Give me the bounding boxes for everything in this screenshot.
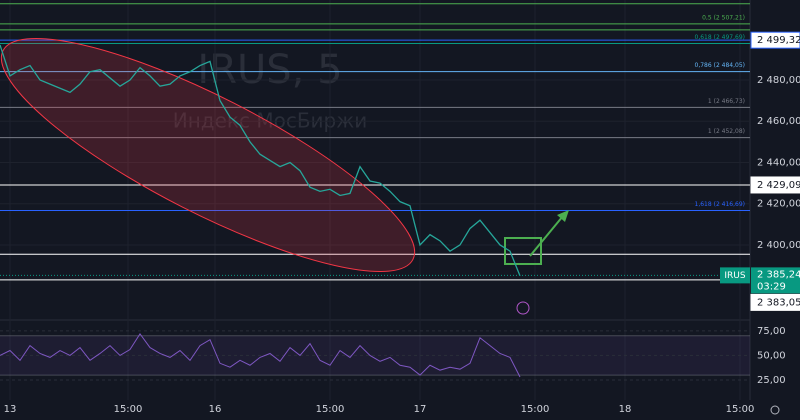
y-tick-label: 2 460,00 (757, 116, 800, 127)
box-drawing (504, 237, 542, 265)
price-line-series (0, 44, 521, 277)
fib-label: 1 (2 452,08) (708, 128, 745, 135)
price-tag-label: 2 383,05 (757, 297, 800, 308)
event-icon (516, 301, 530, 315)
x-tick-label: 15:00 (114, 404, 143, 415)
symbol-tag (720, 267, 750, 284)
x-tick-label: 13 (4, 404, 17, 415)
settings-icon[interactable] (770, 405, 780, 415)
x-tick-label: 15:00 (521, 404, 550, 415)
y-tick-label: 2 420,00 (757, 199, 800, 210)
last-price-label: 2 385,24 (757, 269, 800, 280)
fib-label: 1,618 (2 416,69) (695, 201, 745, 208)
countdown-label: 03:29 (757, 281, 786, 292)
price-tag-label: 2 499,32 (757, 35, 800, 46)
rsi-line (0, 332, 521, 378)
price-tag (750, 176, 800, 194)
last-price-tag (751, 267, 800, 294)
price-tag-label: 2 429,09 (757, 180, 800, 191)
watermark: IRUS, 5 (197, 47, 342, 93)
fib-label: 0,786 (2 484,05) (695, 62, 745, 69)
fib-label: 0,618 (2 497,69) (695, 34, 745, 41)
price-tag (750, 31, 800, 49)
rsi-tick-label: 75,00 (757, 326, 786, 337)
arrow-drawing (529, 215, 564, 257)
arrow-head (557, 210, 569, 222)
main-pane (0, 0, 750, 400)
y-tick-label: 2 440,00 (757, 157, 800, 168)
fib-label: 0,5 (2 507,21) (702, 14, 745, 21)
x-tick-label: 15:00 (316, 404, 345, 415)
fib-label: 1 (2 466,73) (708, 98, 745, 105)
rsi-tick-label: 50,00 (757, 350, 786, 361)
x-tick-label: 15:00 (726, 404, 755, 415)
symbol-name: IRUS (724, 271, 745, 281)
x-tick-label: 18 (619, 404, 632, 415)
x-tick-label: 16 (209, 404, 222, 415)
y-tick-label: 2 400,00 (757, 240, 800, 251)
rsi-tick-label: 25,00 (757, 375, 786, 386)
price-tag (750, 293, 800, 311)
x-tick-label: 17 (414, 404, 427, 415)
y-tick-label: 2 480,00 (757, 75, 800, 86)
watermark-subtitle: Индекс МосБиржи (173, 109, 368, 133)
ellipse-drawing (0, 37, 416, 273)
